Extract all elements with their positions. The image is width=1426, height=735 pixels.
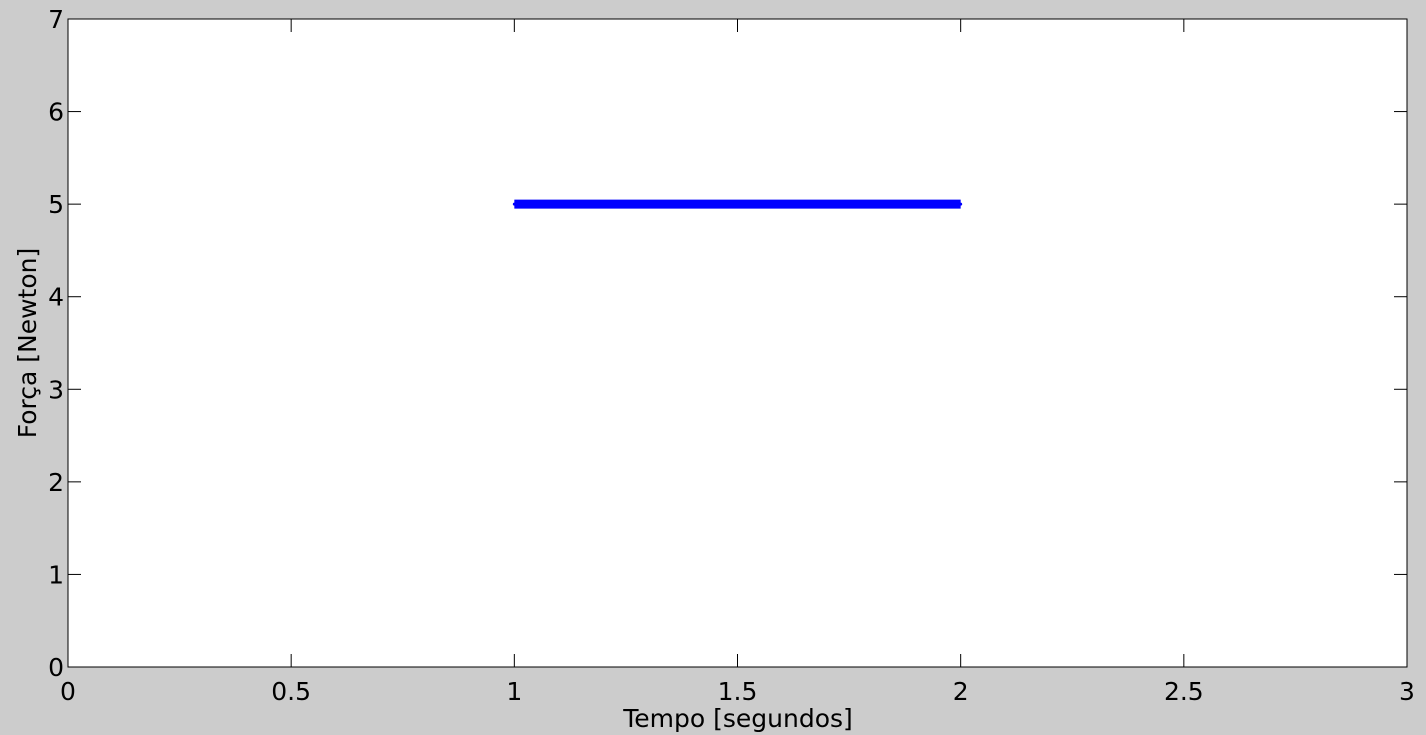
x-tick-label: 2.5 [1164,677,1204,706]
x-tick-label: 0 [60,677,76,706]
y-tick-label: 4 [48,283,64,312]
x-tick-label: 0.5 [271,677,311,706]
x-tick-label: 2 [953,677,969,706]
y-tick-label: 5 [48,190,64,219]
x-tick-label: 1 [506,677,522,706]
y-tick-label: 0 [48,653,64,682]
x-axis-ticks: 0 0.5 1 1.5 2 2.5 3 [60,19,1415,706]
y-axis-label: Força [Newton] [13,248,42,439]
series-point [512,202,516,206]
series-point [959,202,963,206]
x-axis-label: Tempo [segundos] [622,704,853,733]
y-tick-label: 7 [48,5,64,34]
x-tick-label: 1.5 [718,677,758,706]
y-tick-label: 2 [48,468,64,497]
y-tick-label: 3 [48,375,64,404]
x-tick-label: 3 [1399,677,1415,706]
plot-area [67,18,1408,668]
y-tick-label: 6 [48,98,64,127]
series-layer [512,199,963,209]
y-axis-ticks: 0 1 2 3 4 5 6 7 [48,5,1407,682]
y-tick-label: 1 [48,560,64,589]
